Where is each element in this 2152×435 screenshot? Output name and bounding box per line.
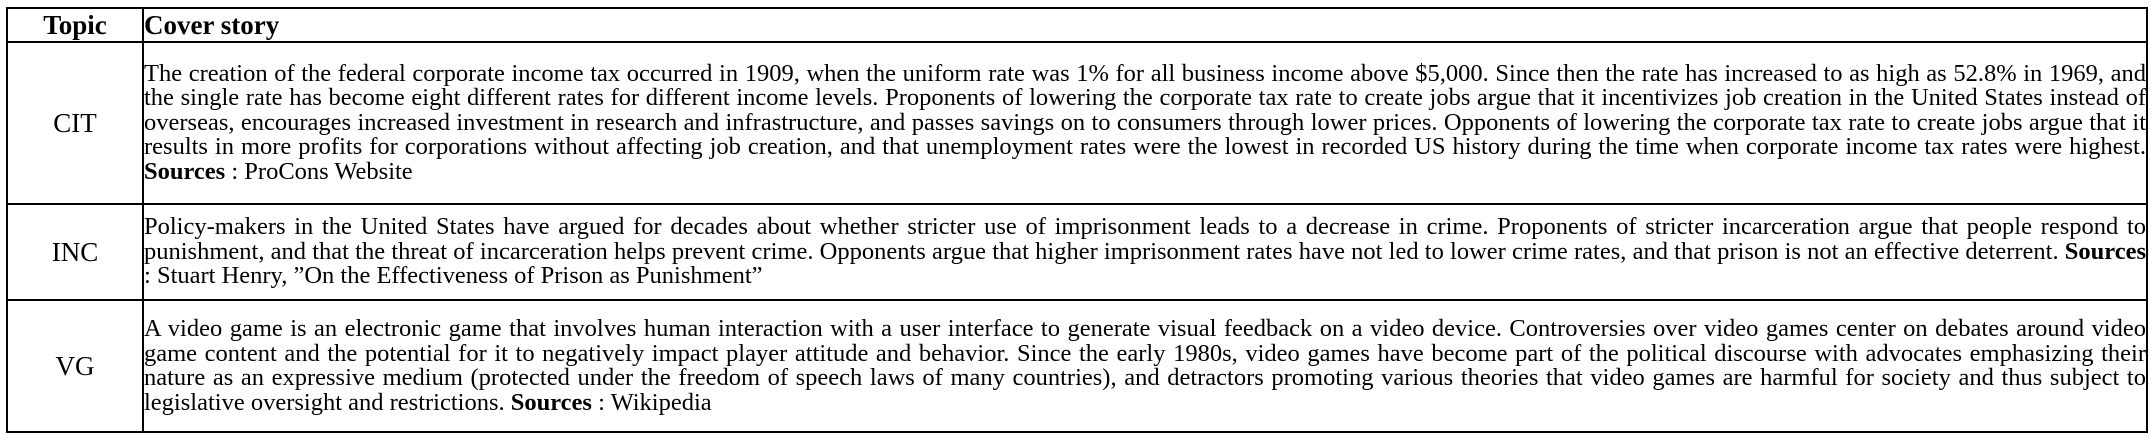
sources-label: Sources bbox=[144, 157, 226, 185]
sources-label: Sources bbox=[510, 388, 592, 416]
story-text: Policy-makers in the United States have … bbox=[144, 213, 2146, 265]
story-cell: A video game is an electronic game that … bbox=[142, 299, 2148, 433]
sources-separator: : bbox=[591, 388, 611, 416]
table-row: VG A video game is an electronic game th… bbox=[6, 299, 2148, 433]
source-text: Stuart Henry, ”On the Effectiveness of P… bbox=[156, 262, 763, 290]
story-text: A video game is an electronic game that … bbox=[144, 315, 2146, 416]
story-cell: The creation of the federal corporate in… bbox=[142, 41, 2148, 205]
cover-story-table: Topic Cover story CIT The creation of th… bbox=[6, 7, 2148, 433]
header-topic: Topic bbox=[6, 7, 144, 43]
sources-separator: : bbox=[225, 157, 245, 185]
table-row: INC Policy-makers in the United States h… bbox=[6, 203, 2148, 301]
story-cell: Policy-makers in the United States have … bbox=[142, 203, 2148, 301]
topic-cell: CIT bbox=[6, 41, 144, 205]
story-text: The creation of the federal corporate in… bbox=[144, 59, 2146, 161]
header-row: Topic Cover story bbox=[6, 7, 2148, 43]
header-cover-story: Cover story bbox=[142, 7, 2148, 43]
table-row: CIT The creation of the federal corporat… bbox=[6, 41, 2148, 205]
sources-label: Sources bbox=[2064, 237, 2147, 265]
source-text: ProCons Website bbox=[244, 157, 413, 185]
topic-cell: VG bbox=[6, 299, 144, 433]
topic-cell: INC bbox=[6, 203, 144, 301]
sources-separator: : bbox=[144, 262, 157, 290]
source-text: Wikipedia bbox=[610, 388, 712, 416]
